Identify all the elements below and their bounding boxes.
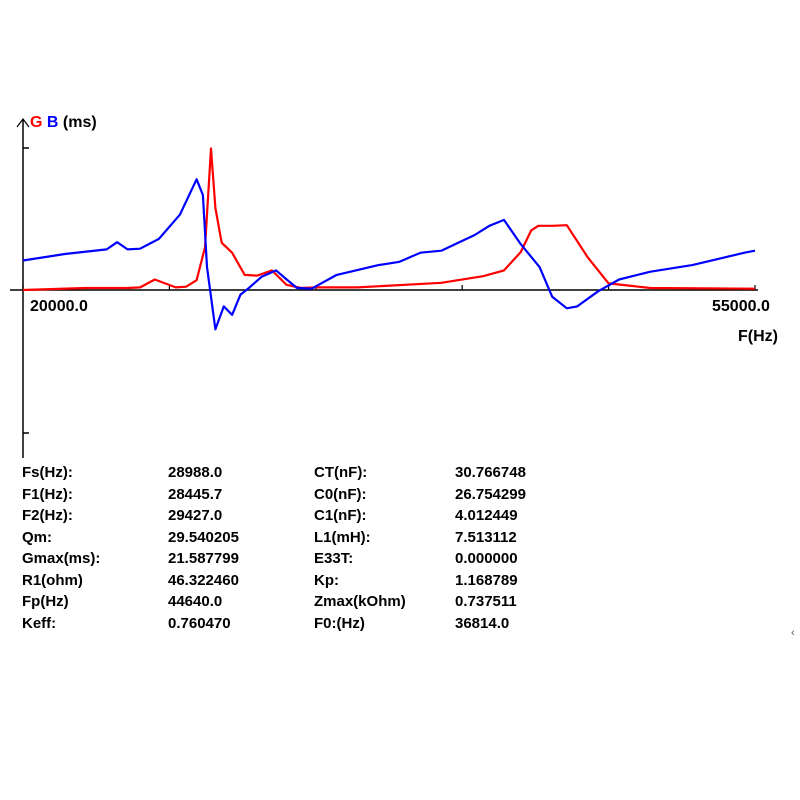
parameter-name: Qm: <box>22 528 52 546</box>
parameter-name: E33T: <box>314 550 354 568</box>
parameter-name: Gmax(ms): <box>22 550 101 568</box>
parameter-value: 36814.0 <box>455 614 510 632</box>
parameter-value: 0.737511 <box>455 593 517 611</box>
parameter-row: Fs(Hz): 28988.0 CT(nF): 30.766748 <box>22 462 575 484</box>
parameter-value: 0.760470 <box>168 614 231 632</box>
parameter-name: Keff: <box>22 614 57 632</box>
parameter-value: 30.766748 <box>455 464 526 482</box>
parameter-value: 7.513112 <box>455 528 517 546</box>
parameter-row: Keff: 0.760470 F0:(Hz) 36814.0 <box>22 613 575 635</box>
parameter-name: Zmax(kOhm) <box>314 593 406 611</box>
parameter-value: 29427.0 <box>168 507 223 525</box>
parameter-name: F1(Hz): <box>22 485 73 503</box>
parameter-row: Qm: 29.540205 L1(mH): 7.513112 <box>22 527 575 549</box>
parameter-name: CT(nF): <box>314 464 368 482</box>
admittance-chart <box>10 118 758 458</box>
parameter-name: C1(nF): <box>314 507 367 525</box>
series-line-b <box>22 178 756 331</box>
chart-series-layer <box>22 147 756 331</box>
parameter-value: 28988.0 <box>168 464 223 482</box>
parameter-name: R1(ohm) <box>22 571 83 589</box>
parameter-row: F2(Hz): 29427.0 C1(nF): 4.012449 <box>22 505 575 527</box>
legend-g-label: G <box>30 114 43 131</box>
parameter-value: 21.587799 <box>168 550 239 568</box>
parameter-name: F0:(Hz) <box>314 614 365 632</box>
parameter-row: F1(Hz): 28445.7 C0(nF): 26.754299 <box>22 484 575 506</box>
parameter-value: 44640.0 <box>168 593 223 611</box>
parameter-name: F2(Hz): <box>22 507 73 525</box>
series-line-g <box>22 147 756 292</box>
parameter-value: 28445.7 <box>168 485 223 503</box>
y-axis-arrow <box>16 118 30 128</box>
parameter-row: Gmax(ms): 21.587799 E33T: 0.000000 <box>22 548 575 570</box>
parameter-row: Fp(Hz) 44640.0 Zmax(kOhm) 0.737511 <box>22 591 575 613</box>
x-axis-label: F(Hz) <box>738 328 778 345</box>
chart-legend: G B (ms) <box>30 114 97 132</box>
legend-b-label: B <box>46 114 59 131</box>
parameter-value: 0.000000 <box>455 550 518 568</box>
parameter-name: Kp: <box>314 571 339 589</box>
x-max-tick-label: 55000.0 <box>712 298 770 315</box>
parameter-name: C0(nF): <box>314 485 367 503</box>
x-min-tick-label: 20000.0 <box>30 298 88 315</box>
parameter-value: 46.322460 <box>168 571 239 589</box>
parameter-value: 26.754299 <box>455 485 526 503</box>
parameter-row: R1(ohm) 46.322460 Kp: 1.168789 <box>22 570 575 592</box>
parameter-value: 1.168789 <box>455 571 518 589</box>
parameter-name: Fs(Hz): <box>22 464 73 482</box>
corner-marker: ‹ <box>791 627 795 639</box>
parameter-name: L1(mH): <box>314 528 371 546</box>
parameters-table: Fs(Hz): 28988.0 CT(nF): 30.766748 F1(Hz): 284… <box>22 462 575 634</box>
parameter-name: Fp(Hz) <box>22 593 69 611</box>
parameter-value: 4.012449 <box>455 507 518 525</box>
y-unit-label: (ms) <box>62 114 97 131</box>
parameter-value: 29.540205 <box>168 528 239 546</box>
